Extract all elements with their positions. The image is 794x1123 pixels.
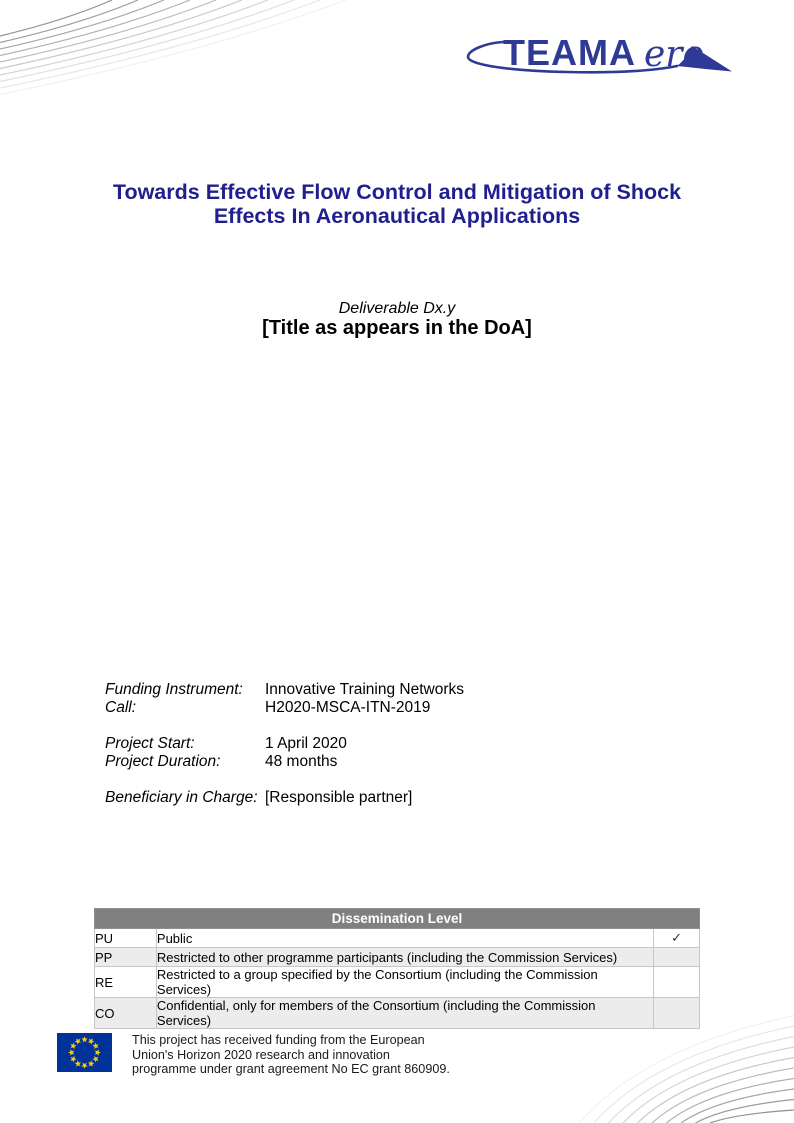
- info-row-beneficiary: Beneficiary in Charge: [Responsible part…: [105, 789, 464, 807]
- dissemination-level-table: Dissemination Level PU Public ✓ PP Restr…: [94, 908, 700, 1029]
- info-row-call: Call: H2020-MSCA-ITN-2019: [105, 699, 464, 717]
- teamaero-logo: TEAMA ero: [466, 32, 732, 75]
- row-pp-checkmark: [653, 947, 700, 967]
- row-pu-description: Public: [155, 928, 655, 948]
- project-title: Towards Effective Flow Control and Mitig…: [0, 180, 794, 228]
- call-label: Call:: [105, 699, 137, 716]
- logo-aero-text: ero: [644, 34, 704, 75]
- logo-swoosh-icon: [466, 40, 732, 74]
- funding-instrument-label: Funding Instrument:: [105, 681, 243, 698]
- funding-note-line1: This project has received funding from t…: [132, 1033, 425, 1047]
- project-start-label: Project Start:: [105, 735, 195, 752]
- table-row-re: RE Restricted to a group specified by th…: [94, 966, 700, 998]
- deliverable-title: [Title as appears in the DoA]: [262, 317, 532, 339]
- info-group-schedule: Project Start: 1 April 2020 Project Dura…: [105, 735, 464, 771]
- funding-note-line3: programme under grant agreement No EC gr…: [132, 1062, 450, 1077]
- call-value: H2020-MSCA-ITN-2019: [265, 699, 431, 716]
- project-start-value: 1 April 2020: [265, 735, 347, 752]
- beneficiary-value: [Responsible partner]: [265, 789, 413, 806]
- logo-team-text: TEAMA: [503, 32, 636, 73]
- funding-acknowledgement: This project has received funding from t…: [132, 1033, 462, 1077]
- table-header-row: Dissemination Level: [94, 908, 700, 929]
- info-group-funding: Funding Instrument: Innovative Training …: [105, 681, 464, 717]
- row-pu-checkmark: ✓: [653, 928, 700, 948]
- dissemination-level-header: Dissemination Level: [94, 908, 700, 929]
- row-pp-description: Restricted to other programme participan…: [155, 947, 655, 967]
- project-duration-label: Project Duration:: [105, 753, 221, 770]
- row-co-checkmark: [653, 997, 700, 1029]
- info-row-project-start: Project Start: 1 April 2020: [105, 735, 464, 753]
- row-re-description: Restricted to a group specified by the C…: [155, 966, 655, 998]
- info-group-beneficiary: Beneficiary in Charge: [Responsible part…: [105, 789, 464, 807]
- row-re-checkmark: [653, 966, 700, 998]
- table-row-pu: PU Public ✓: [94, 928, 700, 948]
- row-pp-code: PP: [94, 947, 157, 967]
- beneficiary-label: Beneficiary in Charge:: [105, 789, 258, 806]
- project-duration-value: 48 months: [265, 753, 338, 770]
- decorative-curves-top-left: [0, 0, 346, 96]
- funding-note-line2: Union's Horizon 2020 research and innova…: [132, 1047, 390, 1062]
- row-co-code: CO: [94, 997, 157, 1029]
- project-title-line1: Towards Effective Flow Control and Mitig…: [112, 180, 682, 204]
- deliverable-number: Deliverable Dx.y: [338, 300, 456, 317]
- table-row-pp: PP Restricted to other programme partici…: [94, 947, 700, 967]
- info-row-funding-instrument: Funding Instrument: Innovative Training …: [105, 681, 464, 699]
- project-info: Funding Instrument: Innovative Training …: [105, 681, 464, 825]
- row-re-code: RE: [94, 966, 157, 998]
- table-row-co: CO Confidential, only for members of the…: [94, 997, 700, 1029]
- funding-instrument-value: Innovative Training Networks: [265, 681, 465, 698]
- row-co-description: Confidential, only for members of the Co…: [155, 997, 655, 1029]
- eu-flag-icon: [57, 1033, 112, 1072]
- row-pu-code: PU: [94, 928, 157, 948]
- project-title-line2: Effects In Aeronautical Applications: [213, 203, 581, 228]
- info-row-project-duration: Project Duration: 48 months: [105, 753, 464, 771]
